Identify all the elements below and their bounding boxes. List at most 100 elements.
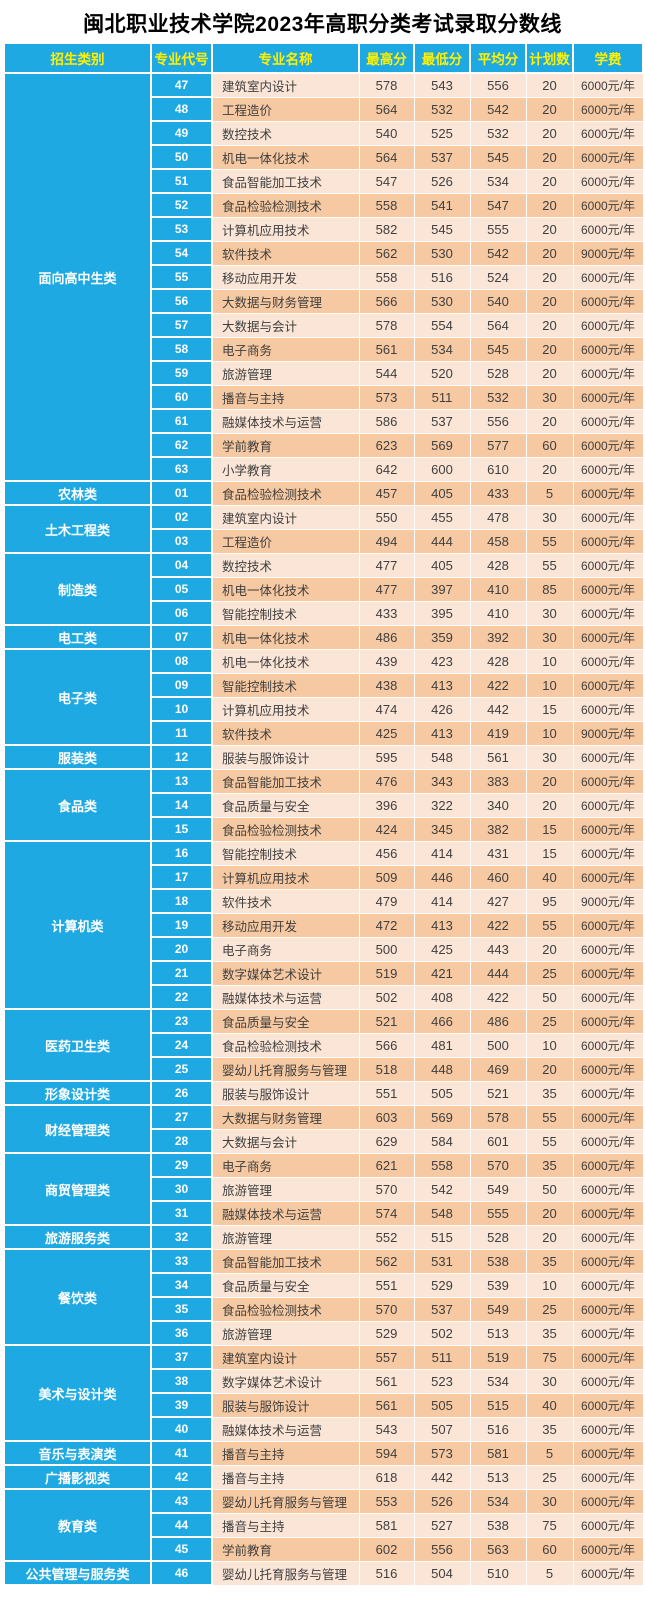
max-score-cell: 509 (358, 864, 415, 890)
code-cell: 61 (150, 408, 213, 434)
code-cell: 55 (150, 264, 213, 290)
min-score-cell: 425 (413, 936, 471, 962)
table-row: 60 播音与主持 573 511 532 30 6000元/年 (4, 384, 644, 410)
min-score-cell: 413 (413, 672, 471, 698)
min-score-cell: 529 (413, 1272, 471, 1298)
code-cell: 53 (150, 216, 213, 242)
major-name-cell: 婴幼儿托育服务与管理 (211, 1488, 360, 1514)
plan-count-cell: 20 (525, 936, 574, 962)
code-cell: 29 (150, 1152, 213, 1178)
avg-score-cell: 422 (469, 912, 527, 938)
avg-score-cell: 563 (469, 1536, 527, 1562)
code-cell: 48 (150, 96, 213, 122)
major-name-cell: 食品质量与安全 (211, 1272, 360, 1298)
tuition-cell: 6000元/年 (572, 744, 644, 770)
table-row: 54 软件技术 562 530 542 20 9000元/年 (4, 240, 644, 266)
major-name-cell: 食品检验检测技术 (211, 480, 360, 506)
plan-count-cell: 20 (525, 360, 574, 386)
max-score-cell: 562 (358, 240, 415, 266)
max-score-cell: 578 (358, 312, 415, 338)
min-score-cell: 455 (413, 504, 471, 530)
tuition-cell: 6000元/年 (572, 1536, 644, 1562)
max-score-cell: 553 (358, 1488, 415, 1514)
code-cell: 19 (150, 912, 213, 938)
avg-score-cell: 570 (469, 1152, 527, 1178)
tuition-cell: 6000元/年 (572, 336, 644, 362)
table-row: 56 大数据与财务管理 566 530 540 20 6000元/年 (4, 288, 644, 314)
max-score-cell: 529 (358, 1320, 415, 1346)
plan-count-cell: 25 (525, 1008, 574, 1034)
max-score-cell: 439 (358, 648, 415, 674)
category-cell: 电子类 (3, 648, 152, 746)
avg-score-cell: 542 (469, 96, 527, 122)
plan-count-cell: 50 (525, 1176, 574, 1202)
code-cell: 18 (150, 888, 213, 914)
major-name-cell: 智能控制技术 (211, 600, 360, 626)
code-cell: 43 (150, 1488, 213, 1514)
avg-score-cell: 469 (469, 1056, 527, 1082)
min-score-cell: 530 (413, 288, 471, 314)
major-name-cell: 旅游管理 (211, 1176, 360, 1202)
plan-count-cell: 35 (525, 1080, 574, 1106)
max-score-cell: 558 (358, 264, 415, 290)
major-name-cell: 食品检验检测技术 (211, 816, 360, 842)
code-cell: 09 (150, 672, 213, 698)
code-cell: 34 (150, 1272, 213, 1298)
table-row: 59 旅游管理 544 520 528 20 6000元/年 (4, 360, 644, 386)
avg-score-cell: 610 (469, 456, 527, 482)
major-name-cell: 移动应用开发 (211, 264, 360, 290)
major-name-cell: 软件技术 (211, 888, 360, 914)
major-name-cell: 大数据与会计 (211, 312, 360, 338)
max-score-cell: 551 (358, 1272, 415, 1298)
table-row: 35 食品检验检测技术 570 537 549 25 6000元/年 (4, 1296, 644, 1322)
table-row: 电工类 07 机电一体化技术 486 359 392 30 6000元/年 (3, 624, 644, 650)
plan-count-cell: 15 (525, 816, 574, 842)
avg-score-cell: 486 (469, 1008, 527, 1034)
tuition-cell: 6000元/年 (572, 936, 644, 962)
table-row: 教育类 43 婴幼儿托育服务与管理 553 526 534 30 6000元/年 (3, 1488, 644, 1562)
major-name-cell: 融媒体技术与运营 (211, 408, 360, 434)
table-row: 广播影视类 42 播音与主持 618 442 513 25 6000元/年 (3, 1464, 644, 1490)
code-cell: 33 (150, 1248, 213, 1274)
avg-score-cell: 521 (469, 1080, 527, 1106)
col-header-tuition: 学费 (572, 42, 644, 74)
avg-score-cell: 534 (469, 1488, 527, 1514)
tuition-cell: 6000元/年 (572, 312, 644, 338)
code-cell: 60 (150, 384, 213, 410)
table-row: 57 大数据与会计 578 554 564 20 6000元/年 (4, 312, 644, 338)
plan-count-cell: 95 (525, 888, 574, 914)
plan-count-cell: 55 (525, 1128, 574, 1154)
table-row: 美术与设计类 37 建筑室内设计 557 511 519 75 6000元/年 (3, 1344, 644, 1442)
category-cell: 电工类 (3, 624, 152, 650)
code-cell: 04 (150, 552, 213, 578)
plan-count-cell: 10 (525, 720, 574, 746)
avg-score-cell: 513 (469, 1464, 527, 1490)
plan-count-cell: 20 (525, 336, 574, 362)
max-score-cell: 574 (358, 1200, 415, 1226)
max-score-cell: 618 (358, 1464, 415, 1490)
min-score-cell: 527 (413, 1512, 471, 1538)
plan-count-cell: 25 (525, 1464, 574, 1490)
major-name-cell: 旅游管理 (211, 1224, 360, 1250)
major-name-cell: 融媒体技术与运营 (211, 1200, 360, 1226)
major-name-cell: 机电一体化技术 (211, 648, 360, 674)
avg-score-cell: 500 (469, 1032, 527, 1058)
plan-count-cell: 20 (525, 192, 574, 218)
code-cell: 08 (150, 648, 213, 674)
code-cell: 30 (150, 1176, 213, 1202)
table-row: 22 融媒体技术与运营 502 408 422 50 6000元/年 (4, 984, 644, 1010)
tuition-cell: 6000元/年 (572, 168, 644, 194)
plan-count-cell: 55 (525, 1104, 574, 1130)
code-cell: 41 (150, 1440, 213, 1466)
table-row: 医药卫生类 23 食品质量与安全 521 466 486 25 6000元/年 (3, 1008, 644, 1082)
min-score-cell: 446 (413, 864, 471, 890)
tuition-cell: 9000元/年 (572, 240, 644, 266)
avg-score-cell: 555 (469, 216, 527, 242)
min-score-cell: 573 (413, 1440, 471, 1466)
avg-score-cell: 555 (469, 1200, 527, 1226)
max-score-cell: 521 (358, 1008, 415, 1034)
table-row: 61 融媒体技术与运营 586 537 556 20 6000元/年 (4, 408, 644, 434)
tuition-cell: 6000元/年 (572, 1464, 644, 1490)
category-cell: 医药卫生类 (3, 1008, 152, 1082)
table-row: 农林类 01 食品检验检测技术 457 405 433 5 6000元/年 (3, 480, 644, 506)
